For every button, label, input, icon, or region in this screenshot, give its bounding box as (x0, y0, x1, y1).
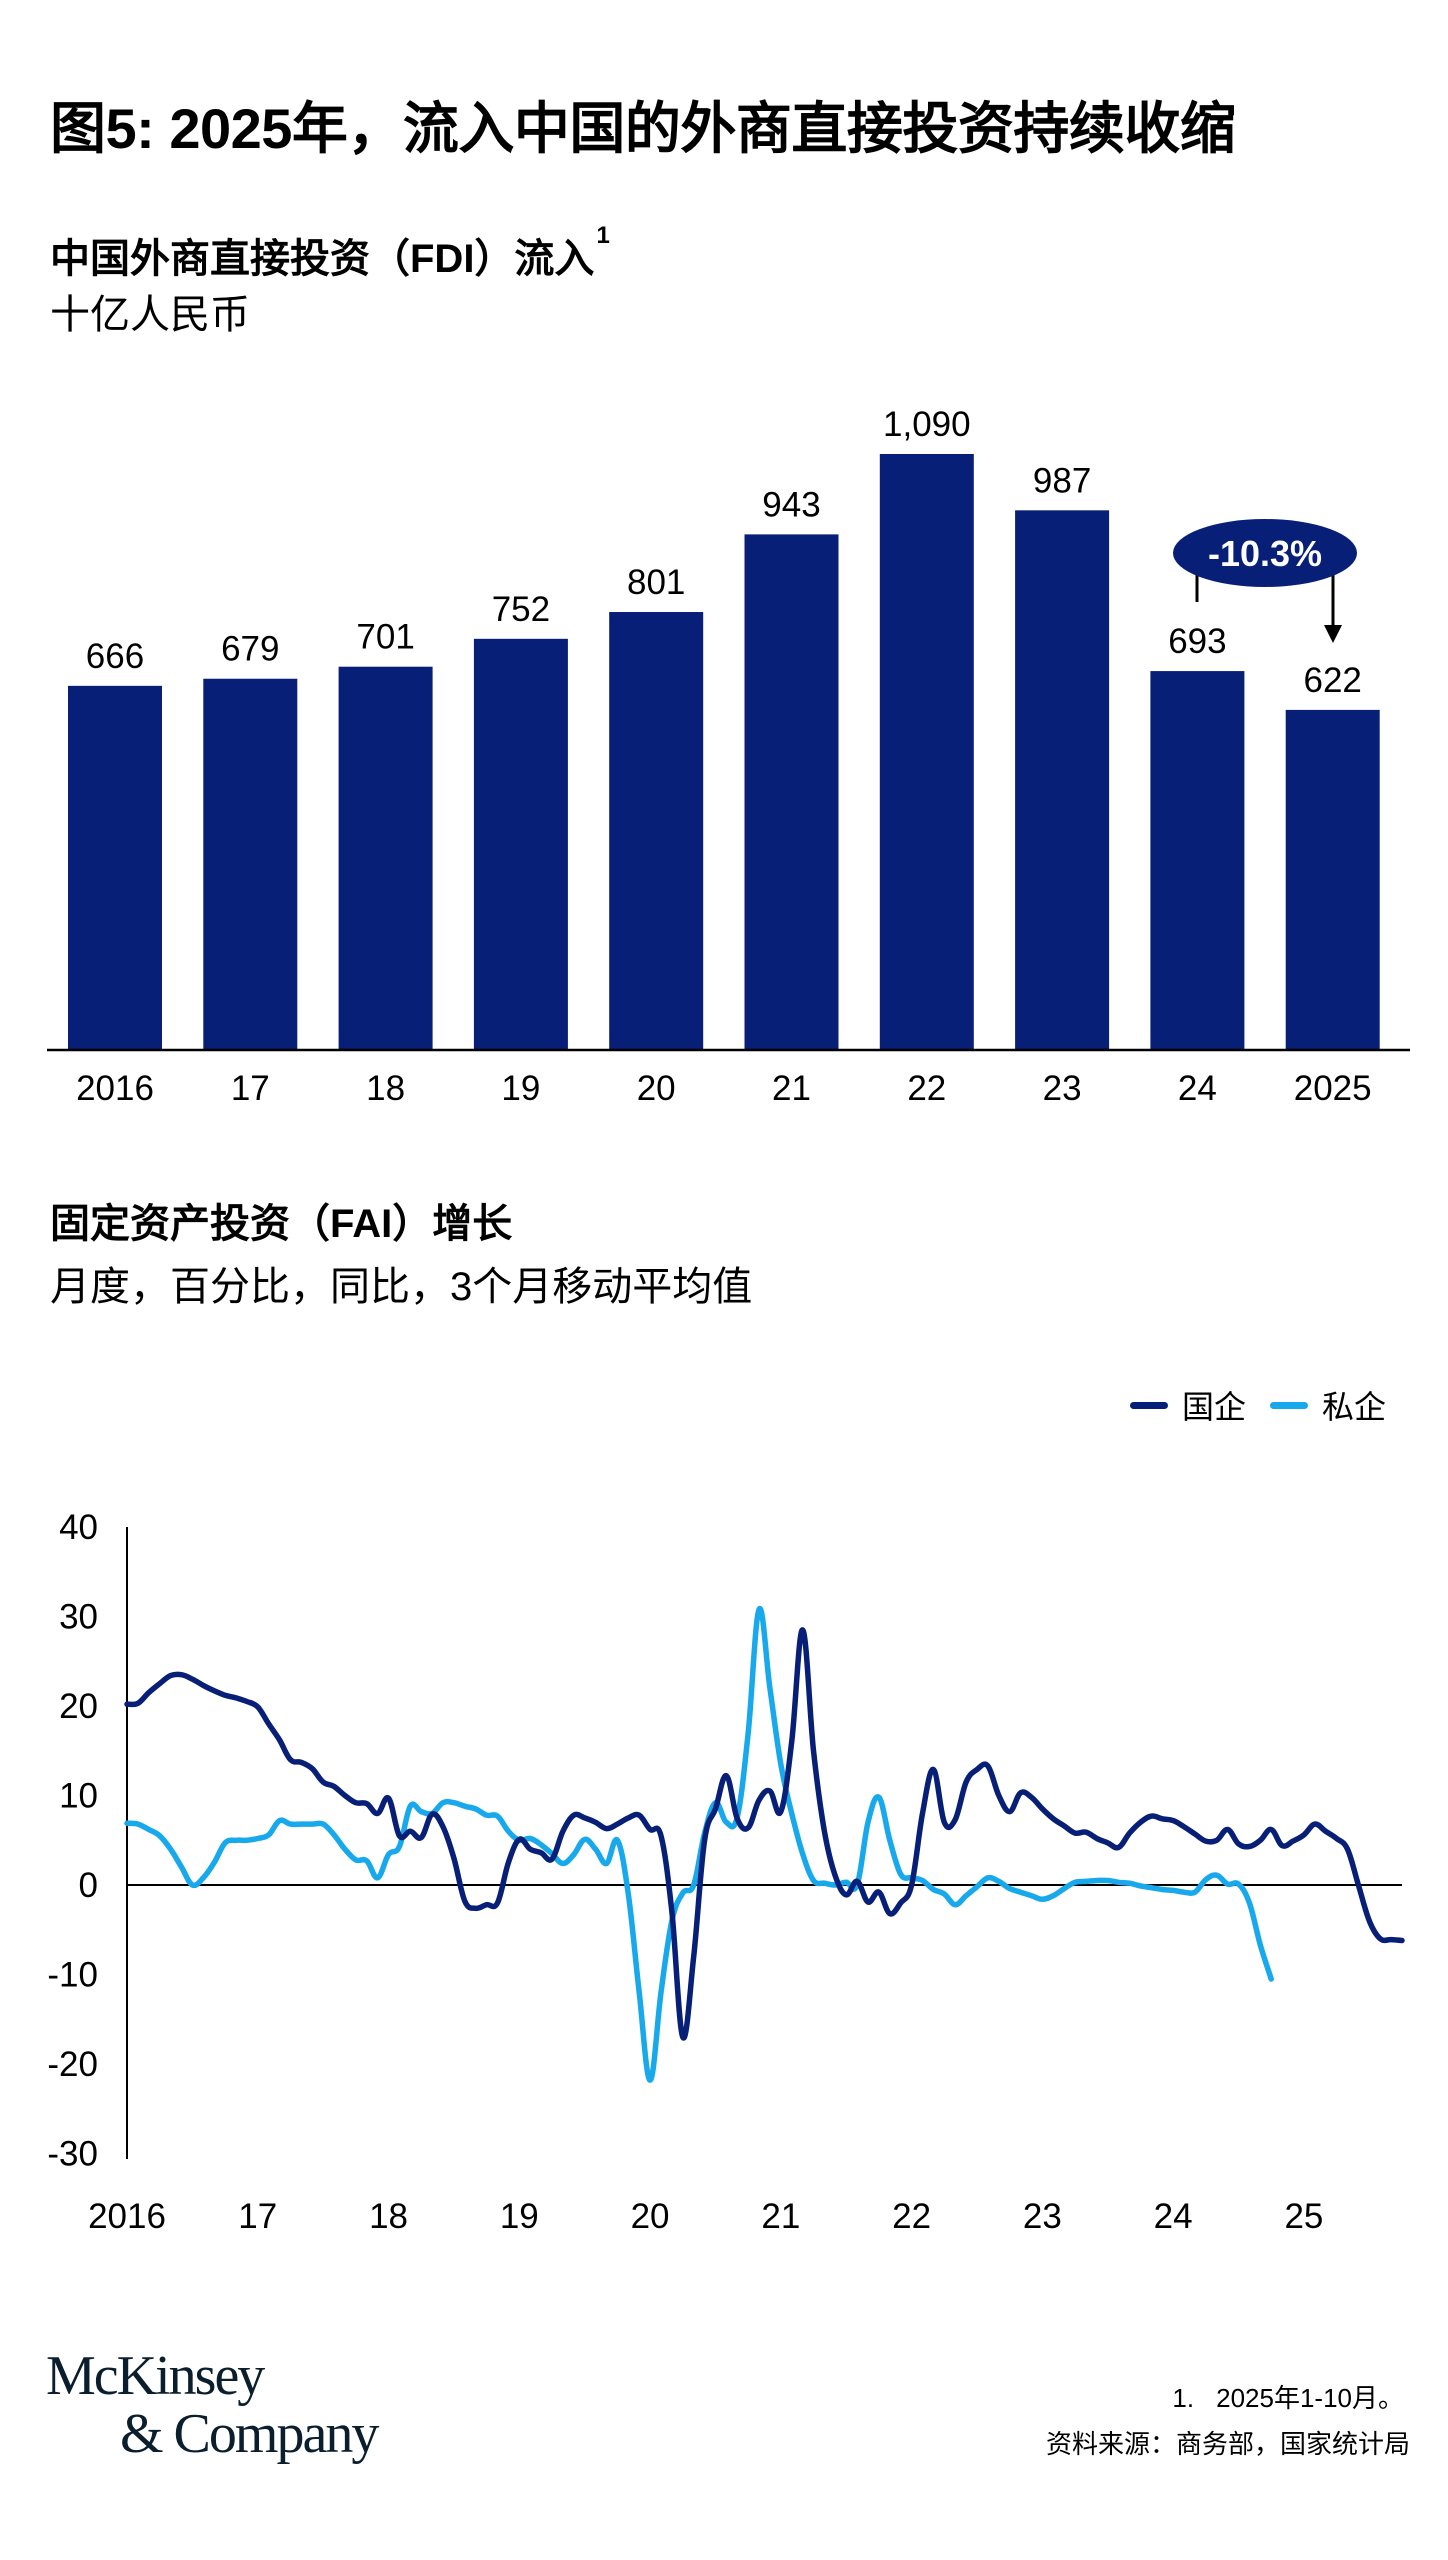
footnote-text: 2025年1-10月。 (1216, 2383, 1404, 2413)
legend-label-soe: 国企 (1181, 1389, 1246, 1425)
y-tick-label: 30 (59, 1598, 98, 1637)
legend-label-private: 私企 (1321, 1389, 1386, 1425)
y-tick-label: 10 (59, 1777, 98, 1816)
fdi-chart-title: 中国外商直接投资（FDI）流入1 (50, 222, 610, 284)
bar-x-tick-23: 23 (1043, 1069, 1082, 1108)
x-tick-label: 17 (238, 2197, 277, 2236)
bar-x-tick-20: 20 (637, 1069, 676, 1108)
bar-value-label-2016: 666 (86, 637, 144, 676)
bar-x-tick-2016: 2016 (76, 1069, 154, 1108)
x-tick-label: 23 (1023, 2197, 1062, 2236)
x-tick-label: 21 (761, 2197, 800, 2236)
bar-21 (744, 534, 839, 1050)
legend-item-private: 私企 (1269, 1382, 1386, 1428)
bar-value-label-24: 693 (1168, 622, 1226, 661)
y-tick-label: -10 (47, 1956, 98, 1995)
y-tick-label: 20 (59, 1687, 98, 1726)
bar-22 (879, 454, 974, 1050)
bar-x-tick-19: 19 (501, 1069, 540, 1108)
legend-item-soe: 国企 (1129, 1382, 1246, 1428)
bar-23 (1015, 510, 1110, 1050)
series-group (124, 1606, 1405, 2083)
logo-line-2: & Company (120, 2403, 379, 2465)
bar-x-tick-21: 21 (772, 1069, 811, 1108)
bar-19 (473, 638, 568, 1050)
bar-18 (338, 666, 433, 1050)
page-title: 图5: 2025年，流入中国的外商直接投资持续收缩 (50, 97, 1236, 160)
fai-chart-subtitle: 月度，百分比，同比，3个月移动平均值 (50, 1265, 753, 1309)
bar-17 (203, 678, 298, 1050)
bar-value-label-19: 752 (492, 590, 550, 629)
bar-x-tick-17: 17 (231, 1069, 270, 1108)
legend: 国企 私企 (1120, 1382, 1386, 1428)
fai-chart-title: 固定资产投资（FAI）增长 (50, 1202, 513, 1246)
footnote-number: 1. (1172, 2383, 1195, 2413)
y-tick-label: 0 (79, 1866, 98, 1905)
bar-value-label-20: 801 (627, 563, 685, 602)
annotation-ellipse (1173, 519, 1357, 587)
x-tick-label: 22 (892, 2197, 931, 2236)
mckinsey-logo: McKinsey & Company (46, 2345, 379, 2465)
bar-x-tick-18: 18 (366, 1069, 405, 1108)
fdi-chart-title-text: 中国外商直接投资（FDI）流入 (50, 237, 595, 281)
y-tick-label: -20 (47, 2045, 98, 2084)
series-line-private (124, 1606, 1274, 2083)
x-tick-label: 2016 (88, 2197, 166, 2236)
annotation-arrow-head (1324, 625, 1342, 643)
y-axis-ticks: 40 30 20 10 0 -10 -20 -30 (47, 1508, 98, 2174)
bar-x-tick-24: 24 (1178, 1069, 1217, 1108)
x-tick-label: 20 (631, 2197, 670, 2236)
x-tick-label: 18 (369, 2197, 408, 2236)
fdi-chart-unit: 十亿人民币 (50, 293, 250, 337)
y-tick-label: 40 (59, 1508, 98, 1547)
footnote-marker: 1 (596, 222, 610, 249)
change-annotation: -10.3% (1173, 519, 1357, 643)
series-line-soe (124, 1627, 1405, 2041)
x-tick-label: 19 (500, 2197, 539, 2236)
footnote: 1. 2025年1-10月。 (1172, 2378, 1404, 2415)
bar-x-tick-2025: 2025 (1294, 1069, 1372, 1108)
legend-swatch-soe (1129, 1401, 1168, 1409)
bars-group: 666 2016 679 17 701 18 752 19 801 20 943 21 1,090 22 9… (68, 405, 1380, 1108)
bar-value-label-21: 943 (762, 485, 820, 524)
bar-value-label-23: 987 (1033, 461, 1091, 500)
x-tick-label: 25 (1284, 2197, 1323, 2236)
bar-value-label-2025: 622 (1303, 661, 1361, 700)
bar-value-label-22: 1,090 (883, 405, 971, 444)
bar-24 (1150, 671, 1245, 1050)
bar-value-label-18: 701 (356, 618, 414, 657)
x-tick-label: 24 (1154, 2197, 1193, 2236)
bar-20 (609, 612, 704, 1050)
source-note: 资料来源：商务部，国家统计局 (1045, 2429, 1410, 2459)
fdi-bar-chart: 666 2016 679 17 701 18 752 19 801 20 943 21 1,090 22 9… (47, 405, 1410, 1108)
legend-swatch-private (1269, 1401, 1308, 1409)
annotation-label: -10.3% (1208, 533, 1322, 574)
y-tick-label: -30 (47, 2135, 98, 2174)
logo-line-1: McKinsey (46, 2345, 265, 2407)
bar-value-label-17: 679 (221, 630, 279, 669)
bar-2016 (68, 685, 162, 1050)
bar-2025 (1285, 709, 1380, 1050)
bar-x-tick-22: 22 (907, 1069, 946, 1108)
x-axis-ticks: 2016 17 18 19 20 21 22 23 24 25 (88, 2197, 1323, 2236)
